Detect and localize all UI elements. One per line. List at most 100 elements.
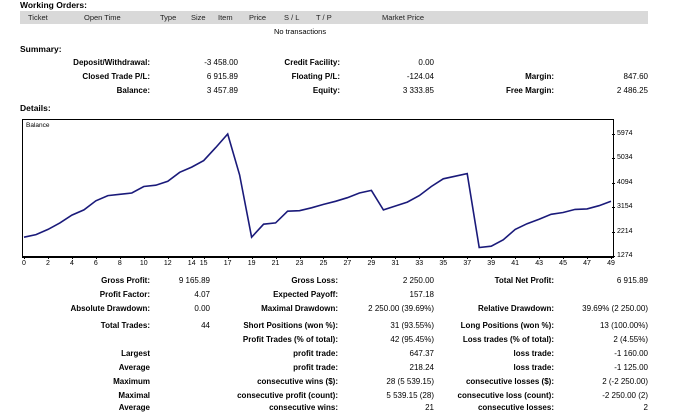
details-title: Details: <box>20 103 51 113</box>
balance-label: Balance: <box>116 86 150 95</box>
x-axis-tick-label: 45 <box>559 260 567 267</box>
x-axis-tick-mark <box>275 256 277 259</box>
equity-label: Equity: <box>312 86 340 95</box>
x-axis-tick-mark <box>167 256 169 259</box>
x-axis-tick-mark <box>71 256 73 259</box>
x-axis-tick-label: 15 <box>199 260 208 267</box>
equity-value: 3 333.85 <box>402 86 434 95</box>
short-positions-value: 31 (93.55%) <box>390 321 434 330</box>
x-axis-tick-label: 10 <box>139 260 148 267</box>
absolute-drawdown-value: 0.00 <box>194 304 210 313</box>
x-axis-tick-mark <box>143 256 145 259</box>
long-positions-value: 13 (100.00%) <box>599 321 648 330</box>
maximal-consecutive-profit-label: consecutive profit (count): <box>237 391 338 400</box>
x-axis-tick-mark <box>323 256 325 259</box>
col-sl: S / L <box>284 13 300 22</box>
total-trades-label: Total Trades: <box>100 321 150 330</box>
y-axis-tick-label: 5034 <box>617 154 633 162</box>
x-axis-tick-label: 37 <box>463 260 472 267</box>
gross-profit-value: 9 165.89 <box>178 276 210 285</box>
margin-label: Margin: <box>525 72 554 81</box>
profit-trades-value: 42 (95.45%) <box>390 335 434 344</box>
maximal-consecutive-loss-value: -2 250.00 (2) <box>602 391 648 400</box>
floating-pl-value: -124.04 <box>406 72 434 81</box>
x-axis-tick-label: 47 <box>583 260 591 267</box>
x-axis-tick-label: 8 <box>117 260 122 267</box>
average-label: Average <box>118 363 150 372</box>
closed-trade-pl-value: 6 915.89 <box>206 72 238 81</box>
max-consecutive-wins-label: consecutive wins ($): <box>257 377 338 386</box>
x-axis-tick-mark <box>371 256 373 259</box>
col-type: Type <box>160 13 177 22</box>
absolute-drawdown-label: Absolute Drawdown: <box>70 304 150 313</box>
maximal-consecutive-loss-label: consecutive loss (count): <box>457 391 554 400</box>
x-axis-tick-mark <box>347 256 349 259</box>
chart-x-axis <box>22 257 614 258</box>
x-axis-tick-mark <box>419 256 421 259</box>
x-axis-tick-label: 41 <box>511 260 520 267</box>
x-axis-tick-mark <box>611 256 612 259</box>
x-axis-tick-label: 43 <box>535 260 544 267</box>
x-axis-tick-label: 35 <box>439 260 448 267</box>
col-market-price: Market Price <box>382 13 425 22</box>
avg-consecutive-wins-value: 21 <box>425 403 434 412</box>
profit-trades-label: Profit Trades (% of total): <box>242 335 338 344</box>
x-axis-tick-mark <box>47 256 49 259</box>
x-axis-tick-label: 25 <box>319 260 328 267</box>
long-positions-label: Long Positions (won %): <box>460 321 554 330</box>
y-axis-tick-mark <box>612 182 615 184</box>
largest-profit-label: profit trade: <box>293 349 338 358</box>
x-axis-tick-label: 27 <box>343 260 352 267</box>
no-transactions-text: No transactions <box>274 27 327 36</box>
average-profit-label: profit trade: <box>293 363 338 372</box>
x-axis-tick-label: 0 <box>22 260 26 267</box>
col-ticket: Ticket <box>28 13 48 22</box>
x-axis-tick-label: 19 <box>247 260 256 267</box>
x-axis-tick-mark <box>119 256 121 259</box>
maximal-drawdown-value: 2 250.00 (39.69%) <box>368 304 434 313</box>
x-axis-tick-label: 21 <box>271 260 280 267</box>
avg-consecutive-losses-value: 2 <box>643 403 648 412</box>
x-axis-tick-mark <box>563 256 565 259</box>
y-axis-tick-mark <box>612 207 615 209</box>
average-loss-label: loss trade: <box>513 363 554 372</box>
expected-payoff-value: 157.18 <box>409 290 434 299</box>
balance-series-line <box>23 132 612 249</box>
x-axis-tick-label: 49 <box>607 260 615 267</box>
x-axis-tick-mark <box>515 256 517 259</box>
credit-facility-label: Credit Facility: <box>284 58 340 67</box>
x-axis-tick-label: 4 <box>69 260 74 267</box>
col-tp: T / P <box>316 13 332 22</box>
y-axis-tick-mark <box>612 231 615 233</box>
maximum-label: Maximum <box>113 377 150 386</box>
y-axis-tick-mark <box>612 256 615 257</box>
y-axis-tick-label: 2214 <box>617 227 633 235</box>
col-price: Price <box>249 13 267 22</box>
x-axis-tick-label: 17 <box>223 260 232 267</box>
average-profit-value: 218.24 <box>409 363 434 372</box>
total-trades-value: 44 <box>201 321 210 330</box>
closed-trade-pl-label: Closed Trade P/L: <box>82 72 150 81</box>
credit-facility-value: 0.00 <box>418 58 434 67</box>
chart-legend-label: Balance <box>26 122 50 129</box>
profit-factor-value: 4.07 <box>194 290 210 299</box>
x-axis-tick-mark <box>24 256 25 259</box>
y-axis-tick-mark <box>612 158 615 160</box>
y-axis-tick-label: 1274 <box>617 252 633 259</box>
maximal-consecutive-profit-value: 5 539.15 (28) <box>386 391 434 400</box>
x-axis-tick-mark <box>299 256 301 259</box>
y-axis-tick-label: 3154 <box>617 203 633 211</box>
average-consecutive-label: Average <box>118 403 150 412</box>
summary-title: Summary: <box>20 44 62 54</box>
x-axis-tick-mark <box>251 256 253 259</box>
y-axis-tick-mark <box>612 134 615 135</box>
x-axis-tick-mark <box>95 256 97 259</box>
x-axis-tick-mark <box>491 256 493 259</box>
y-axis-tick-label: 5974 <box>617 130 633 137</box>
x-axis-tick-mark <box>539 256 541 259</box>
working-orders-title: Working Orders: <box>20 0 87 10</box>
col-size: Size <box>191 13 206 22</box>
x-axis-tick-label: 14 <box>187 260 196 267</box>
x-axis-tick-mark <box>395 256 397 259</box>
